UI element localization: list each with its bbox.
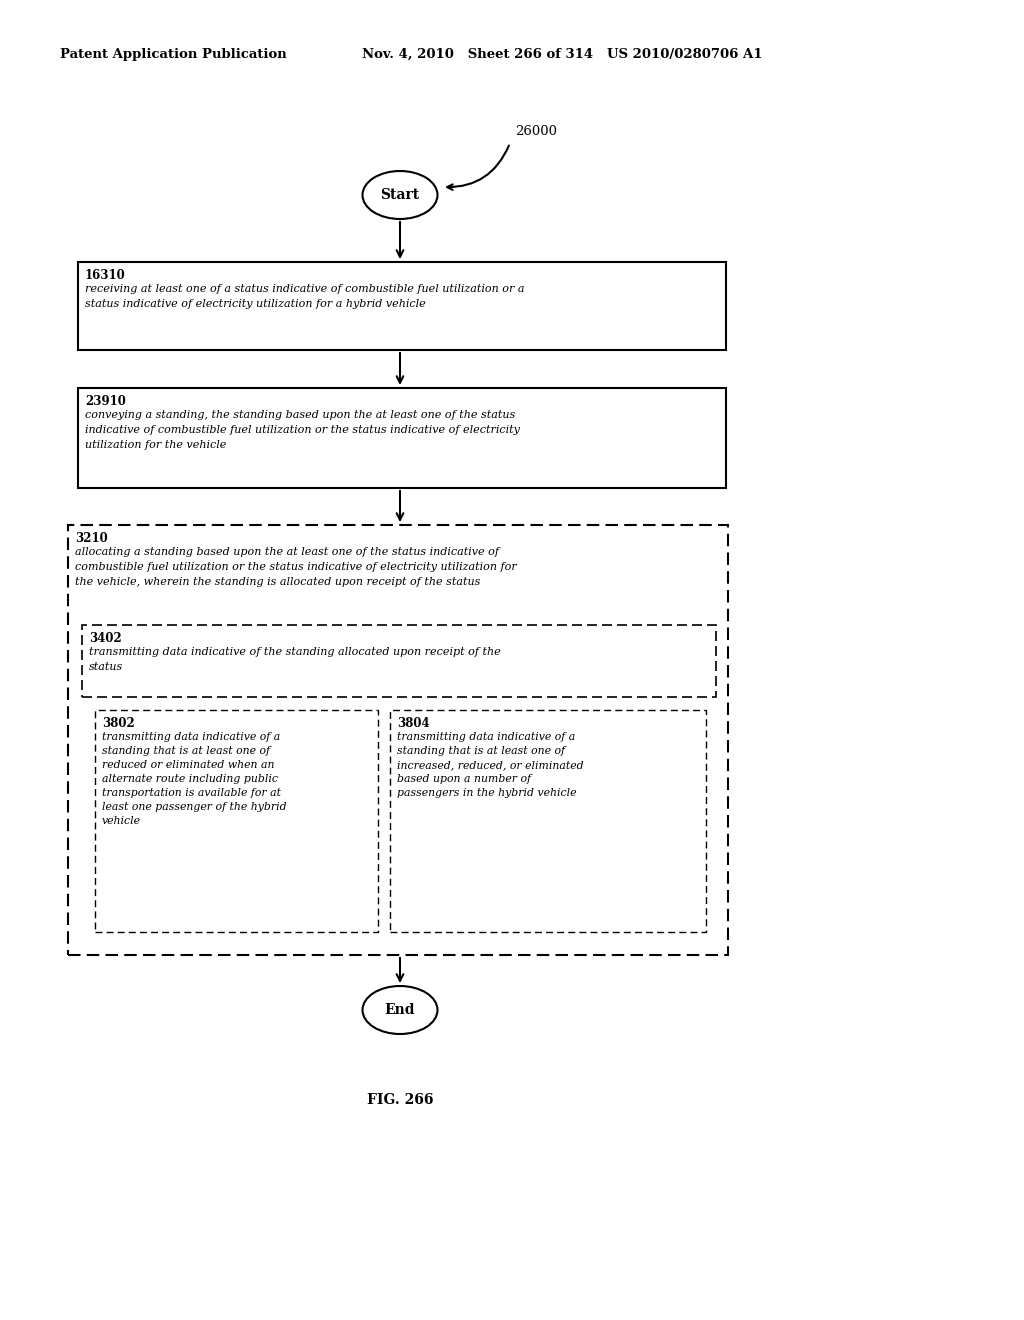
Text: transmitting data indicative of a: transmitting data indicative of a [397,733,575,742]
Text: 3402: 3402 [89,632,122,645]
Text: least one passenger of the hybrid: least one passenger of the hybrid [102,803,287,812]
Text: standing that is at least one of: standing that is at least one of [397,746,565,756]
Text: conveying a standing, the standing based upon the at least one of the status: conveying a standing, the standing based… [85,411,515,420]
Text: alternate route including public: alternate route including public [102,774,278,784]
Text: Nov. 4, 2010   Sheet 266 of 314   US 2010/0280706 A1: Nov. 4, 2010 Sheet 266 of 314 US 2010/02… [362,48,763,61]
Text: allocating a standing based upon the at least one of the status indicative of: allocating a standing based upon the at … [75,546,499,557]
Text: vehicle: vehicle [102,816,141,826]
Text: Start: Start [381,187,420,202]
Text: Patent Application Publication: Patent Application Publication [60,48,287,61]
Bar [68,525,728,954]
Text: End: End [385,1003,416,1016]
Text: 3804: 3804 [397,717,430,730]
Text: 16310: 16310 [85,269,126,282]
Text: based upon a number of: based upon a number of [397,774,531,784]
Bar [95,710,378,932]
Text: transportation is available for at: transportation is available for at [102,788,281,799]
Text: status: status [89,663,123,672]
Text: indicative of combustible fuel utilization or the status indicative of electrici: indicative of combustible fuel utilizati… [85,425,520,436]
Bar [78,261,726,350]
Text: 3210: 3210 [75,532,108,545]
Bar [82,624,716,697]
Text: standing that is at least one of: standing that is at least one of [102,746,270,756]
Text: 3802: 3802 [102,717,135,730]
Text: utilization for the vehicle: utilization for the vehicle [85,440,226,450]
Text: status indicative of electricity utilization for a hybrid vehicle: status indicative of electricity utiliza… [85,300,426,309]
Text: transmitting data indicative of a: transmitting data indicative of a [102,733,281,742]
Text: 26000: 26000 [515,125,557,139]
Text: receiving at least one of a status indicative of combustible fuel utilization or: receiving at least one of a status indic… [85,284,524,294]
Text: 23910: 23910 [85,395,126,408]
Text: combustible fuel utilization or the status indicative of electricity utilization: combustible fuel utilization or the stat… [75,562,517,572]
Text: FIG. 266: FIG. 266 [367,1093,433,1107]
Text: passengers in the hybrid vehicle: passengers in the hybrid vehicle [397,788,577,799]
Text: the vehicle, wherein the standing is allocated upon receipt of the status: the vehicle, wherein the standing is all… [75,577,480,587]
Text: reduced or eliminated when an: reduced or eliminated when an [102,760,274,770]
Bar [390,710,706,932]
Text: transmitting data indicative of the standing allocated upon receipt of the: transmitting data indicative of the stan… [89,647,501,657]
Text: increased, reduced, or eliminated: increased, reduced, or eliminated [397,760,584,770]
Bar [78,388,726,488]
